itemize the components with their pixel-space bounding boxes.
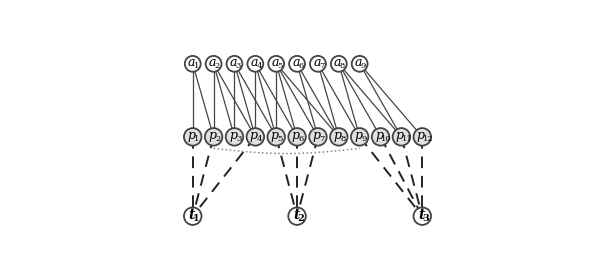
Circle shape <box>331 56 347 72</box>
Text: a: a <box>355 56 362 69</box>
Text: a: a <box>251 56 258 69</box>
Text: 7: 7 <box>319 62 325 70</box>
Circle shape <box>205 128 223 146</box>
Circle shape <box>184 128 202 146</box>
Text: 1: 1 <box>194 62 199 70</box>
Circle shape <box>330 128 347 146</box>
Text: a: a <box>230 56 237 69</box>
Text: p: p <box>417 129 425 142</box>
Text: p: p <box>313 129 320 142</box>
Text: 5: 5 <box>278 135 283 143</box>
Circle shape <box>309 128 326 146</box>
Text: 11: 11 <box>401 135 412 143</box>
Circle shape <box>184 207 202 225</box>
Circle shape <box>226 128 243 146</box>
Text: p: p <box>208 129 216 142</box>
Circle shape <box>247 128 264 146</box>
Circle shape <box>289 56 305 72</box>
Text: p: p <box>271 129 279 142</box>
Circle shape <box>289 128 306 146</box>
Circle shape <box>247 56 263 72</box>
Circle shape <box>185 56 200 72</box>
Circle shape <box>413 207 431 225</box>
Text: 9: 9 <box>361 135 367 143</box>
Text: a: a <box>188 56 196 69</box>
Text: p: p <box>375 129 383 142</box>
Text: 6: 6 <box>299 135 304 143</box>
Text: t: t <box>188 208 195 222</box>
Text: 4: 4 <box>257 135 262 143</box>
Circle shape <box>392 128 410 146</box>
Text: 4: 4 <box>256 62 262 70</box>
Text: 12: 12 <box>422 135 433 143</box>
Text: 8: 8 <box>340 135 346 143</box>
Text: 2: 2 <box>298 214 304 223</box>
Circle shape <box>352 56 368 72</box>
Text: 7: 7 <box>319 135 325 143</box>
Text: 2: 2 <box>215 135 220 143</box>
Text: 6: 6 <box>298 62 304 70</box>
Text: a: a <box>271 56 279 69</box>
Circle shape <box>206 56 221 72</box>
Text: p: p <box>250 129 258 142</box>
Text: p: p <box>229 129 237 142</box>
Text: p: p <box>354 129 362 142</box>
Text: 9: 9 <box>361 62 366 70</box>
Text: 10: 10 <box>381 135 391 143</box>
Text: a: a <box>209 56 217 69</box>
Text: p: p <box>187 129 195 142</box>
Circle shape <box>351 128 368 146</box>
Text: 3: 3 <box>422 214 430 223</box>
Circle shape <box>268 128 285 146</box>
Circle shape <box>413 128 431 146</box>
Text: 2: 2 <box>215 62 220 70</box>
Text: t: t <box>418 208 424 222</box>
Text: p: p <box>334 129 341 142</box>
Text: a: a <box>313 56 320 69</box>
Circle shape <box>227 56 242 72</box>
Circle shape <box>289 207 306 225</box>
Text: 1: 1 <box>194 135 200 143</box>
Text: 3: 3 <box>236 135 241 143</box>
Text: 3: 3 <box>236 62 241 70</box>
Circle shape <box>372 128 389 146</box>
Text: a: a <box>292 56 300 69</box>
Circle shape <box>310 56 326 72</box>
Text: 5: 5 <box>277 62 283 70</box>
Text: t: t <box>293 208 299 222</box>
Text: p: p <box>396 129 404 142</box>
Text: a: a <box>334 56 341 69</box>
Text: 1: 1 <box>193 214 200 223</box>
Circle shape <box>268 56 284 72</box>
Text: p: p <box>292 129 299 142</box>
Text: 8: 8 <box>340 62 345 70</box>
